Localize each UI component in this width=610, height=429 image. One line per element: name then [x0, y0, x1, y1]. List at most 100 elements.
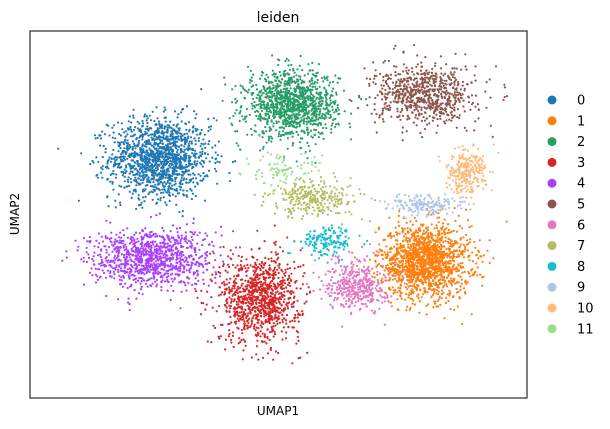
point [287, 101, 290, 104]
point [155, 169, 158, 172]
point [143, 151, 146, 154]
point [282, 105, 286, 108]
point [280, 268, 283, 271]
point [134, 167, 137, 170]
point [329, 113, 332, 117]
point [442, 276, 445, 279]
point [234, 308, 237, 311]
point [409, 268, 412, 271]
point [431, 253, 435, 257]
point [296, 78, 299, 81]
point [147, 176, 150, 179]
point [275, 297, 279, 300]
point [440, 292, 444, 296]
point [155, 106, 158, 109]
point [457, 269, 460, 273]
point [409, 256, 412, 259]
point [257, 358, 260, 361]
point [236, 130, 239, 133]
point [184, 166, 187, 169]
point [448, 241, 452, 245]
point [314, 103, 317, 106]
point [174, 165, 177, 168]
point [142, 196, 145, 199]
point [264, 306, 267, 310]
point [437, 279, 440, 283]
point [252, 97, 255, 100]
point [135, 178, 138, 181]
point [188, 160, 191, 163]
point [106, 178, 109, 181]
point [426, 268, 429, 271]
point [147, 166, 150, 169]
point [435, 272, 438, 275]
point [428, 287, 431, 290]
point [197, 139, 200, 143]
point [322, 80, 325, 83]
point [246, 293, 249, 296]
point [284, 99, 287, 102]
point [399, 273, 402, 276]
point [295, 98, 298, 101]
point [316, 124, 319, 127]
point [304, 89, 308, 93]
point [271, 105, 274, 108]
point [264, 89, 267, 92]
point [444, 279, 447, 282]
point [282, 127, 286, 130]
point [247, 312, 250, 315]
point [253, 327, 256, 330]
point [229, 277, 232, 280]
point [314, 128, 318, 132]
point [273, 266, 276, 269]
point [398, 279, 401, 282]
point [264, 256, 267, 259]
point [151, 158, 154, 161]
point [164, 201, 167, 204]
point [188, 156, 191, 159]
point [423, 240, 426, 243]
point [266, 95, 269, 98]
point [408, 247, 411, 250]
point [425, 248, 428, 251]
point [114, 199, 117, 202]
point [163, 106, 166, 109]
point [172, 171, 175, 174]
point [112, 131, 115, 134]
point [291, 80, 294, 83]
point [228, 291, 231, 294]
point [457, 214, 460, 217]
point [402, 244, 405, 247]
point [222, 263, 225, 266]
point [174, 138, 177, 141]
point [438, 270, 441, 273]
point [303, 92, 306, 95]
point [259, 96, 262, 100]
point [161, 146, 164, 149]
point [164, 162, 167, 165]
point [416, 256, 420, 259]
point [439, 247, 442, 250]
point [303, 74, 306, 77]
point [138, 198, 141, 201]
point [389, 251, 392, 254]
point [431, 262, 434, 265]
point [246, 326, 249, 329]
point [161, 160, 164, 163]
point [422, 229, 425, 232]
point [289, 120, 292, 123]
point [157, 198, 160, 201]
point [231, 294, 234, 297]
point [194, 156, 197, 159]
point [157, 137, 160, 140]
point [196, 181, 199, 184]
point [454, 241, 457, 244]
point [242, 349, 245, 352]
point [274, 85, 277, 88]
point [439, 237, 442, 240]
point [398, 266, 401, 269]
point [141, 119, 144, 123]
point [183, 148, 186, 151]
point [251, 316, 254, 319]
point [466, 281, 469, 284]
